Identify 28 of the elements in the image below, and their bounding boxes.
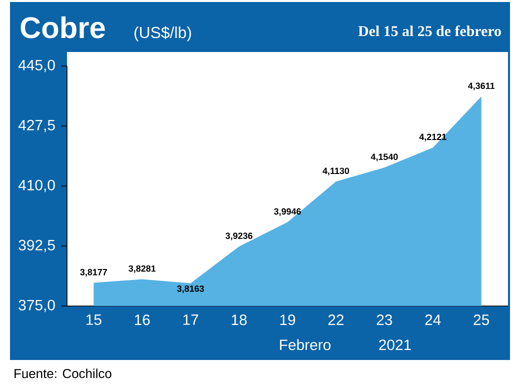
data-label: 3,8163 — [177, 285, 204, 294]
y-tick-label: 427,5 — [18, 120, 55, 132]
data-label: 4,1130 — [322, 168, 350, 176]
chart-subtitle: (US$/lb) — [134, 26, 191, 42]
x-axis-title: Febrero — [280, 339, 331, 350]
data-label: 4,3611 — [468, 82, 495, 90]
y-tick-label: 445,0 — [18, 60, 55, 72]
y-tick-label: 392,5 — [18, 240, 55, 252]
data-label: 3,8177 — [80, 268, 107, 277]
source-note: Fuente: Cochilco — [14, 368, 112, 378]
x-tick-label: 19 — [280, 314, 296, 326]
x-tick-label: 23 — [376, 314, 392, 326]
x-tick-label: 15 — [86, 314, 102, 325]
y-tick-label: 410,0 — [18, 180, 55, 192]
text: 2021 — [379, 340, 411, 350]
text: Del 15 al 25 de febrero — [358, 25, 501, 36]
x-tick-label: 25 — [474, 314, 490, 326]
data-label: 3,9236 — [226, 232, 252, 240]
chart-title: Cobre — [20, 16, 105, 38]
data-label: 3,9946 — [274, 208, 301, 216]
x-tick-label: 18 — [232, 314, 247, 326]
x-tick-label: 16 — [134, 314, 150, 326]
data-label: 3,8281 — [128, 265, 156, 274]
x-tick-label: 17 — [183, 314, 198, 325]
x-tick-label: 22 — [328, 314, 344, 325]
data-label: 4,1540 — [370, 154, 398, 162]
x-tick-label: 24 — [425, 314, 441, 325]
y-tick-label: 375,0 — [18, 300, 55, 312]
